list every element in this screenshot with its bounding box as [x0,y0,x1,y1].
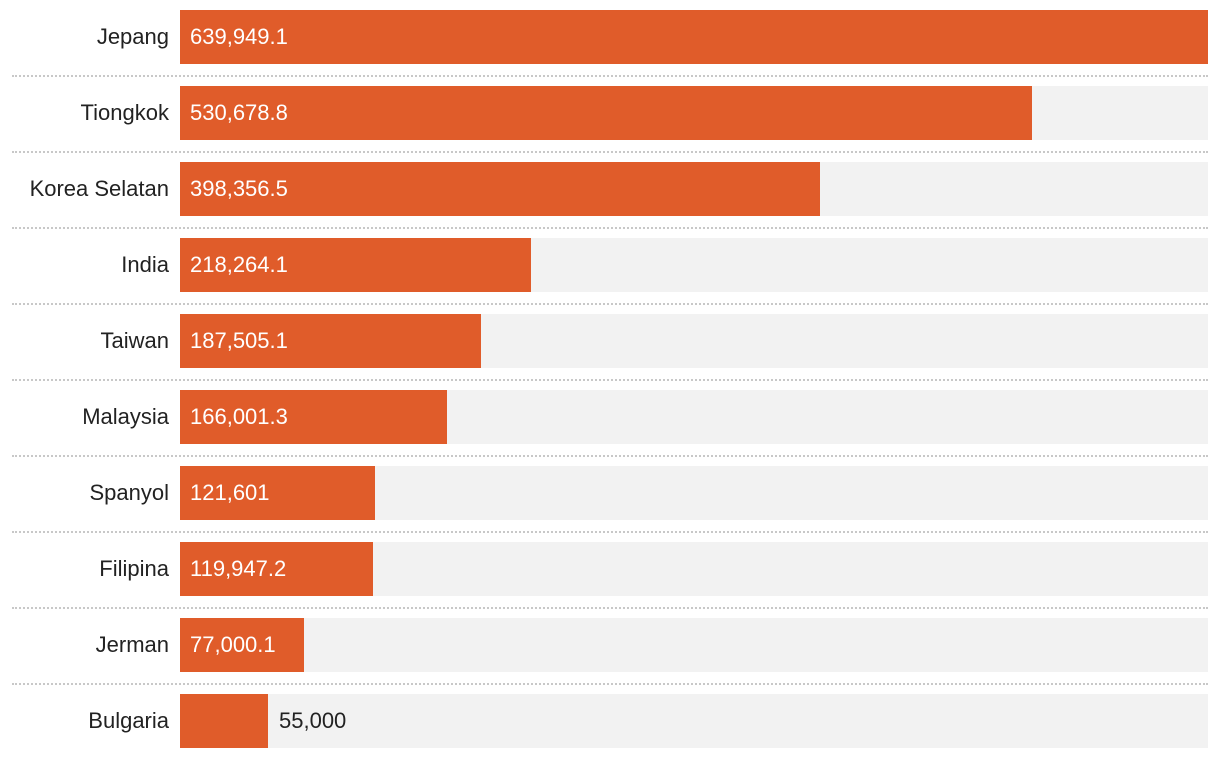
row-divider [12,227,1208,229]
category-label: Taiwan [100,328,169,353]
bar-track: 398,356.5 [180,162,1208,216]
bar [180,86,1032,140]
bar [180,162,820,216]
bar-row: Filipina 119,947.2 [0,542,1220,618]
value-label: 639,949.1 [190,24,288,49]
bar [180,390,447,444]
bar-track: 218,264.1 [180,238,1208,292]
bar [180,238,531,292]
row-divider [12,531,1208,533]
bar [180,694,268,748]
value-label: 398,356.5 [190,176,288,201]
category-label: India [121,252,169,277]
bar [180,10,1208,64]
bar-track: 166,001.3 [180,390,1208,444]
row-divider [12,455,1208,457]
category-label: Tiongkok [80,100,169,125]
category-label: Filipina [99,556,169,581]
bar-row: Korea Selatan 398,356.5 [0,162,1220,238]
row-divider [12,75,1208,77]
row-divider [12,379,1208,381]
bar [180,314,481,368]
bar-row: India 218,264.1 [0,238,1220,314]
value-label: 166,001.3 [190,404,288,429]
bar-row: Jepang 639,949.1 [0,10,1220,86]
value-label: 218,264.1 [190,252,288,277]
bar-row: Bulgaria 55,000 [0,694,1220,770]
bar-row: Tiongkok 530,678.8 [0,86,1220,162]
bar-row: Spanyol 121,601 [0,466,1220,542]
value-label: 55,000 [279,708,347,733]
bar [180,466,375,520]
row-divider [12,151,1208,153]
value-label: 119,947.2 [190,556,287,581]
bar-track: 55,000 [180,694,1208,748]
value-label: 121,601 [190,480,270,505]
bar-row: Taiwan 187,505.1 [0,314,1220,390]
row-divider [12,683,1208,685]
bar-track: 639,949.1 [180,10,1208,64]
row-divider [12,607,1208,609]
category-label: Jerman [95,632,169,657]
bar [180,618,304,672]
bar-track: 119,947.2 [180,542,1208,596]
value-label: 77,000.1 [190,632,276,657]
value-label: 530,678.8 [190,100,288,125]
category-label: Korea Selatan [29,176,169,201]
bar-row: Malaysia 166,001.3 [0,390,1220,466]
category-label: Spanyol [89,480,169,505]
category-label: Malaysia [82,404,169,429]
category-label: Bulgaria [88,708,169,733]
bar-track: 530,678.8 [180,86,1208,140]
row-divider [12,303,1208,305]
value-label: 187,505.1 [190,328,288,353]
bar-track: 187,505.1 [180,314,1208,368]
category-label: Jepang [96,24,169,49]
bar-row: Jerman 77,000.1 [0,618,1220,694]
bar-track: 77,000.1 [180,618,1208,672]
bar-track: 121,601 [180,466,1208,520]
bar [180,542,373,596]
